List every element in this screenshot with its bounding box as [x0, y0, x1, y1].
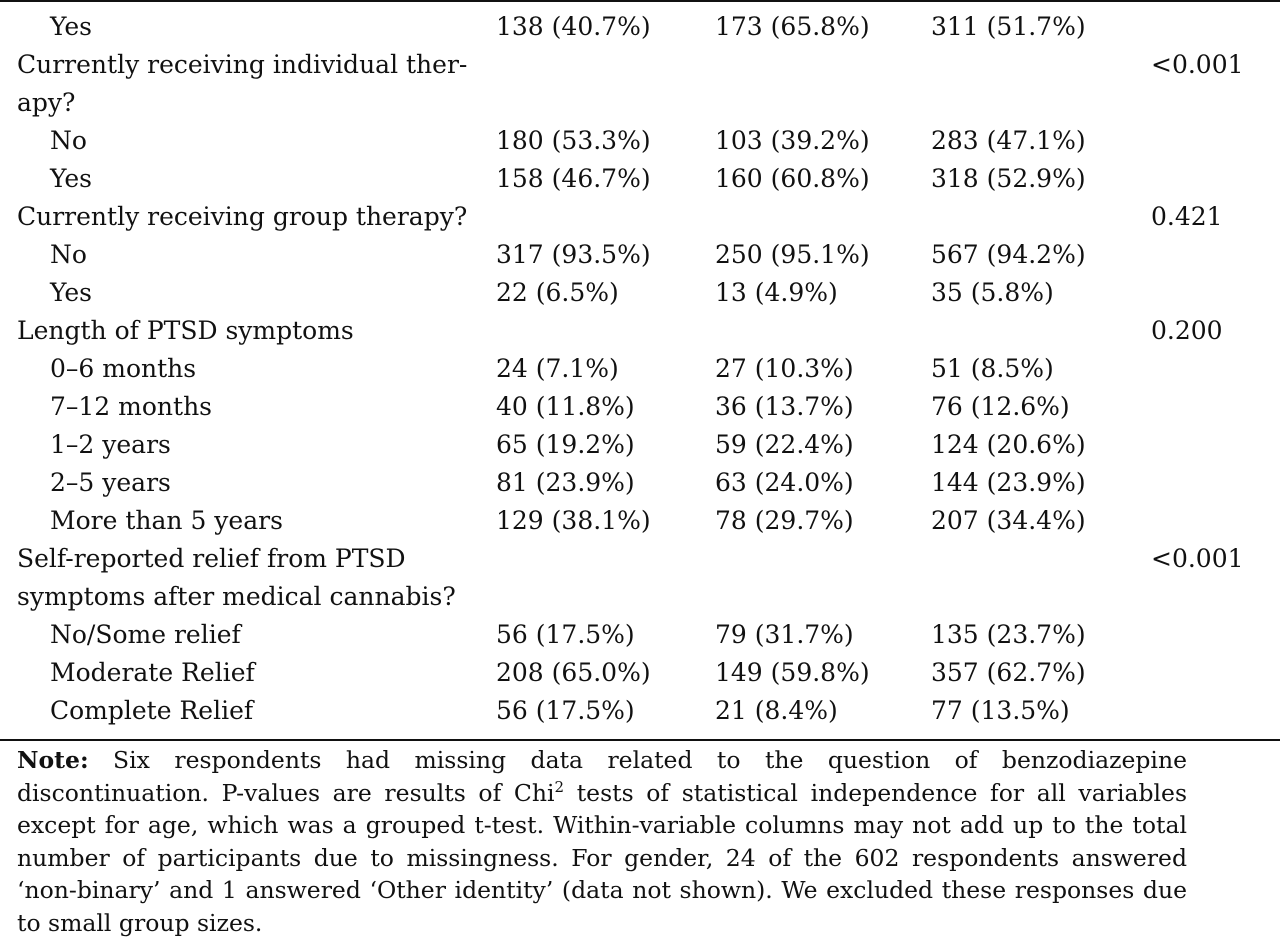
cell-group-1: 65 (19.2%) — [496, 430, 635, 459]
cell-total: 318 (52.9%) — [931, 164, 1086, 193]
table-row: 0–6 months 24 (7.1%) 27 (10.3%) 51 (8.5%) — [0, 350, 1280, 388]
table-row: apy? — [0, 84, 1280, 122]
table-row: 2–5 years 81 (23.9%) 63 (24.0%) 144 (23.9%) — [0, 464, 1280, 502]
row-label: apy? — [17, 88, 76, 117]
row-label: No/Some relief — [50, 620, 241, 649]
table-row: Moderate Relief 208 (65.0%) 149 (59.8%) 357… — [0, 654, 1280, 692]
row-label: Currently receiving group therapy? — [17, 202, 468, 231]
table-row: Currently receiving individual ther- <0.0… — [0, 46, 1280, 84]
cell-group-1: 158 (46.7%) — [496, 164, 651, 193]
cell-total: 77 (13.5%) — [931, 696, 1070, 725]
table-row: symptoms after medical cannabis? — [0, 578, 1280, 616]
row-label: Yes — [50, 278, 92, 307]
cell-total: 567 (94.2%) — [931, 240, 1086, 269]
cell-group-1: 317 (93.5%) — [496, 240, 651, 269]
row-label: 1–2 years — [50, 430, 171, 459]
table-row: No 180 (53.3%) 103 (39.2%) 283 (47.1%) — [0, 122, 1280, 160]
table-row: 1–2 years 65 (19.2%) 59 (22.4%) 124 (20.6%) — [0, 426, 1280, 464]
row-label: 2–5 years — [50, 468, 171, 497]
cell-total: 76 (12.6%) — [931, 392, 1070, 421]
table-row: No/Some relief 56 (17.5%) 79 (31.7%) 135 (2… — [0, 616, 1280, 654]
table-row: Currently receiving group therapy? 0.421 — [0, 198, 1280, 236]
table-row: Yes 22 (6.5%) 13 (4.9%) 35 (5.8%) — [0, 274, 1280, 312]
note-text-part2: tests of statistical independence for al… — [17, 778, 1187, 937]
row-label: No — [50, 240, 87, 269]
data-table: Yes 138 (40.7%) 173 (65.8%) 311 (51.7%) Curr… — [0, 8, 1280, 730]
cell-group-1: 56 (17.5%) — [496, 620, 635, 649]
cell-total: 144 (23.9%) — [931, 468, 1086, 497]
table-row: More than 5 years 129 (38.1%) 78 (29.7%) 20… — [0, 502, 1280, 540]
cell-p-value: 0.421 — [1151, 202, 1223, 231]
row-label: 0–6 months — [50, 354, 197, 383]
note-text-part1: Six respondents had missing data related… — [17, 746, 1187, 807]
cell-group-2: 27 (10.3%) — [715, 354, 854, 383]
table-top-rule — [0, 0, 1280, 2]
table-row: 7–12 months 40 (11.8%) 36 (13.7%) 76 (12.6%… — [0, 388, 1280, 426]
cell-group-2: 13 (4.9%) — [715, 278, 838, 307]
cell-group-1: 40 (11.8%) — [496, 392, 635, 421]
cell-total: 51 (8.5%) — [931, 354, 1054, 383]
row-label: No — [50, 126, 87, 155]
cell-group-2: 173 (65.8%) — [715, 12, 870, 41]
cell-total: 207 (34.4%) — [931, 506, 1086, 535]
table-bottom-rule — [0, 739, 1280, 741]
table-row: Yes 138 (40.7%) 173 (65.8%) 311 (51.7%) — [0, 8, 1280, 46]
cell-p-value: <0.001 — [1151, 50, 1244, 79]
cell-group-1: 24 (7.1%) — [496, 354, 619, 383]
cell-group-2: 59 (22.4%) — [715, 430, 854, 459]
row-label: symptoms after medical cannabis? — [17, 582, 456, 611]
cell-group-2: 36 (13.7%) — [715, 392, 854, 421]
cell-group-2: 250 (95.1%) — [715, 240, 870, 269]
cell-group-1: 138 (40.7%) — [496, 12, 651, 41]
cell-total: 35 (5.8%) — [931, 278, 1054, 307]
cell-group-2: 149 (59.8%) — [715, 658, 870, 687]
table-row: Yes 158 (46.7%) 160 (60.8%) 318 (52.9%) — [0, 160, 1280, 198]
cell-total: 283 (47.1%) — [931, 126, 1086, 155]
row-label: Currently receiving individual ther- — [17, 50, 468, 79]
cell-p-value: <0.001 — [1151, 544, 1244, 573]
cell-group-2: 63 (24.0%) — [715, 468, 854, 497]
note-lead: Note: — [17, 746, 89, 774]
table-note: Note: Six respondents had missing data r… — [17, 744, 1187, 939]
cell-group-1: 180 (53.3%) — [496, 126, 651, 155]
cell-total: 124 (20.6%) — [931, 430, 1086, 459]
cell-p-value: 0.200 — [1151, 316, 1223, 345]
table-row: Complete Relief 56 (17.5%) 21 (8.4%) 77 (13… — [0, 692, 1280, 730]
cell-group-2: 21 (8.4%) — [715, 696, 838, 725]
row-label: More than 5 years — [50, 506, 283, 535]
note-superscript: 2 — [554, 777, 565, 796]
cell-group-2: 103 (39.2%) — [715, 126, 870, 155]
cell-group-2: 160 (60.8%) — [715, 164, 870, 193]
cell-group-1: 81 (23.9%) — [496, 468, 635, 497]
cell-group-1: 22 (6.5%) — [496, 278, 619, 307]
row-label: Yes — [50, 12, 92, 41]
table-row: No 317 (93.5%) 250 (95.1%) 567 (94.2%) — [0, 236, 1280, 274]
cell-group-2: 79 (31.7%) — [715, 620, 854, 649]
row-label: Complete Relief — [50, 696, 254, 725]
row-label: Self-reported relief from PTSD — [17, 544, 406, 573]
row-label: 7–12 months — [50, 392, 212, 421]
cell-group-1: 56 (17.5%) — [496, 696, 635, 725]
row-label: Length of PTSD symptoms — [17, 316, 354, 345]
cell-group-2: 78 (29.7%) — [715, 506, 854, 535]
cell-total: 135 (23.7%) — [931, 620, 1086, 649]
cell-total: 357 (62.7%) — [931, 658, 1086, 687]
table-row: Length of PTSD symptoms 0.200 — [0, 312, 1280, 350]
table-row: Self-reported relief from PTSD <0.001 — [0, 540, 1280, 578]
cell-group-1: 208 (65.0%) — [496, 658, 651, 687]
row-label: Yes — [50, 164, 92, 193]
cell-total: 311 (51.7%) — [931, 12, 1086, 41]
row-label: Moderate Relief — [50, 658, 255, 687]
cell-group-1: 129 (38.1%) — [496, 506, 651, 535]
